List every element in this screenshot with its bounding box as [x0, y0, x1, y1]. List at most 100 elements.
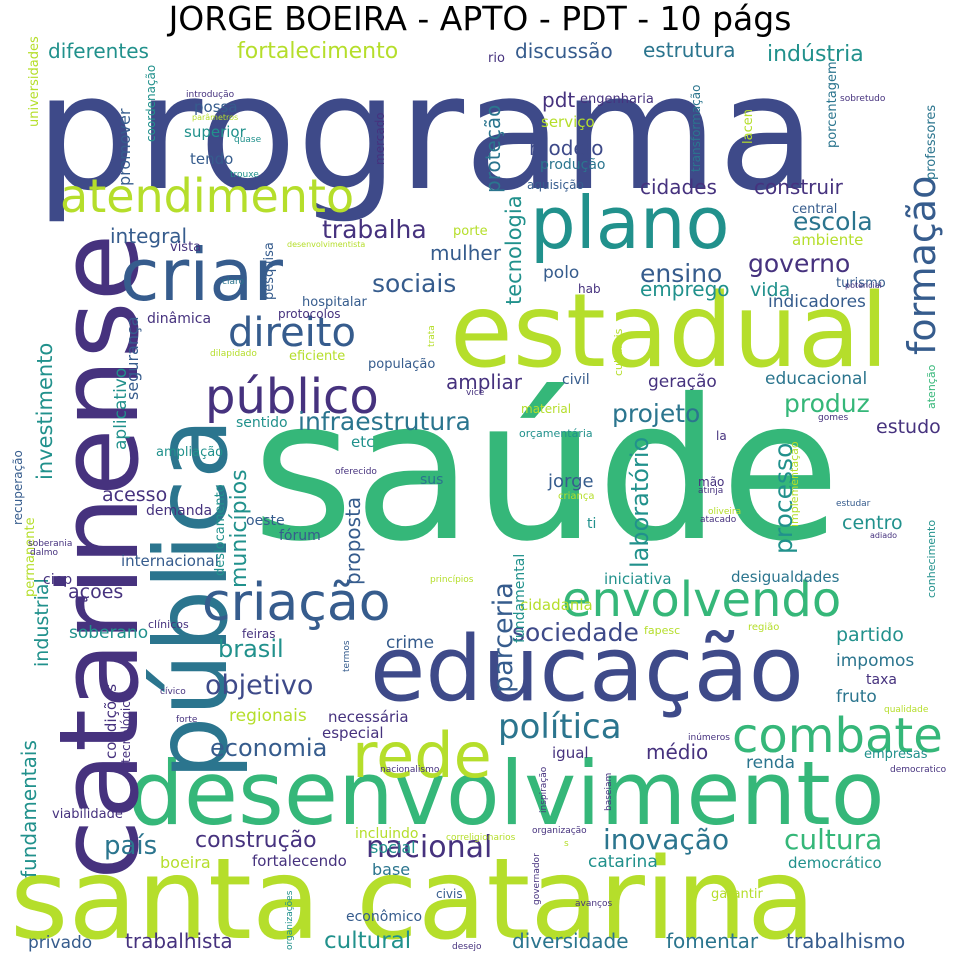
word-estudo: estudo [876, 416, 941, 438]
word-internacional: internacional [121, 552, 219, 570]
word-modelo: modelo [529, 136, 604, 160]
word-trouxe: trouxe [230, 170, 259, 180]
word-industria: indústria [767, 42, 864, 67]
page-title: JORGE BOEIRA - APTO - PDT - 10 págs [168, 0, 792, 38]
word-regionais: regionais [229, 706, 307, 726]
word-hospitalar: hospitalar [302, 295, 367, 310]
word-material: material [521, 402, 571, 416]
word-inspiracao: inspiração [539, 766, 549, 813]
word-combate: combate [732, 708, 943, 764]
word-civis: civis [436, 887, 463, 901]
word-regiao: região [748, 622, 779, 633]
word-ampliacao: ampliação [156, 445, 223, 460]
word-ciep: ciep [43, 572, 72, 588]
word-pais: país [104, 831, 157, 861]
word-eficiente: eficiente [289, 349, 345, 364]
word-governo: governo [748, 249, 850, 278]
word-produz: produz [784, 389, 870, 418]
word-democratico: democrático [788, 854, 882, 872]
word-pdt: pdt [542, 88, 575, 112]
word-trabalha: trabalha [322, 215, 427, 244]
word-qualidade: qualidade [884, 705, 929, 715]
word-sentido: sentido [236, 415, 288, 431]
word-vice: vice [466, 388, 485, 398]
word-conhecimento: conhecimento [925, 520, 938, 598]
word-oeste: oeste [246, 513, 285, 529]
word-universidades: universidades [27, 36, 42, 127]
word-direito: direito [228, 310, 356, 356]
word-estadual: estadual [450, 272, 889, 391]
word-seguranca: segurança [123, 316, 142, 400]
word-atendimento: atendimento [60, 169, 354, 223]
word-hab: hab [578, 282, 601, 296]
word-termos: termos [342, 640, 352, 672]
word-desejo: desejo [452, 942, 482, 952]
word-atencao: atenção [925, 364, 938, 409]
word-emprego: emprego [640, 277, 730, 301]
word-incluindo: incluindo [355, 826, 418, 842]
word-la: la [716, 429, 727, 443]
word-nacionalismo: nacionalismo [380, 765, 440, 775]
word-fomentar: fomentar [666, 929, 759, 953]
word-educacao: educação [370, 617, 804, 722]
word-diferentes: diferentes [48, 39, 149, 63]
word-geracao: geração [648, 372, 717, 392]
word-pesquisa: pesquisa [262, 242, 277, 300]
word-mao: mão [698, 475, 724, 489]
word-oliveira: oliveira [708, 507, 741, 517]
word-igual: igual [552, 744, 589, 762]
word-transformacao: transformação [689, 85, 703, 172]
word-municipios: municípios [227, 469, 252, 588]
word-feiras: feiras [242, 627, 275, 641]
word-acesso: acesso [102, 484, 167, 506]
word-professores: professores [924, 105, 939, 180]
word-soberano: soberano [69, 623, 148, 643]
word-civil: civil [562, 372, 590, 388]
word-catarina: catarina [588, 852, 658, 872]
word-ensino: ensino [640, 259, 722, 288]
word-implementacao: implementação [788, 441, 801, 527]
word-ampliar: ampliar [446, 370, 523, 394]
word-fundamentais: fundamentais [17, 740, 41, 878]
word-social: social [370, 838, 416, 857]
word-rio: rio [488, 51, 505, 66]
word-coordenacao: coordenação [144, 65, 158, 142]
word-indicadores: indicadores [768, 292, 866, 312]
word-ti: ti [587, 516, 596, 532]
word-dinamica: dinâmica [147, 311, 211, 327]
word-protocolos: protocolos [278, 307, 341, 321]
word-fapesc: fapesc [644, 624, 680, 637]
word-sociais: sociais [372, 269, 456, 298]
word-dilapidado: dilapidado [210, 349, 257, 359]
word-jorge: jorge [547, 471, 594, 492]
word-etc: etc [351, 433, 374, 451]
word-educacional: educacional [765, 369, 867, 389]
word-trabalhista: trabalhista [125, 929, 233, 953]
word-engenharia: engenharia [580, 92, 654, 107]
word-viabilidade: viabilidade [52, 807, 123, 822]
word-civico: cívico [160, 687, 186, 697]
word-producao: produção [540, 157, 606, 173]
word-envolvendo: envolvendo [562, 572, 841, 628]
word-empresas: empresas [864, 747, 928, 762]
word-mercado: mercado [373, 112, 387, 165]
word-tecnologico: tecnológico [119, 694, 133, 763]
word-superior: superior [184, 123, 247, 141]
word-base: base [372, 860, 410, 879]
word-cultura: cultura [784, 823, 882, 856]
word-turismo: turismo [836, 276, 886, 291]
word-s: s [564, 839, 569, 849]
word-deslocamento: deslocamento [213, 484, 228, 576]
word-especial: especial [322, 724, 384, 742]
word-brasil: brasil [218, 635, 284, 663]
word-cidadania: cidadania [520, 596, 593, 614]
word-plano: plano [530, 181, 730, 265]
word-introducao: introdução [186, 90, 235, 100]
word-forum: fórum [279, 528, 321, 544]
word-desenvolvimentista: desenvolvimentista [287, 240, 365, 249]
word-polo: polo [543, 263, 579, 283]
word-politica: política [498, 707, 622, 747]
word-investimento: investimento [33, 343, 57, 480]
word-soberania: soberania [28, 539, 72, 549]
word-permanente: permanente [23, 517, 38, 597]
